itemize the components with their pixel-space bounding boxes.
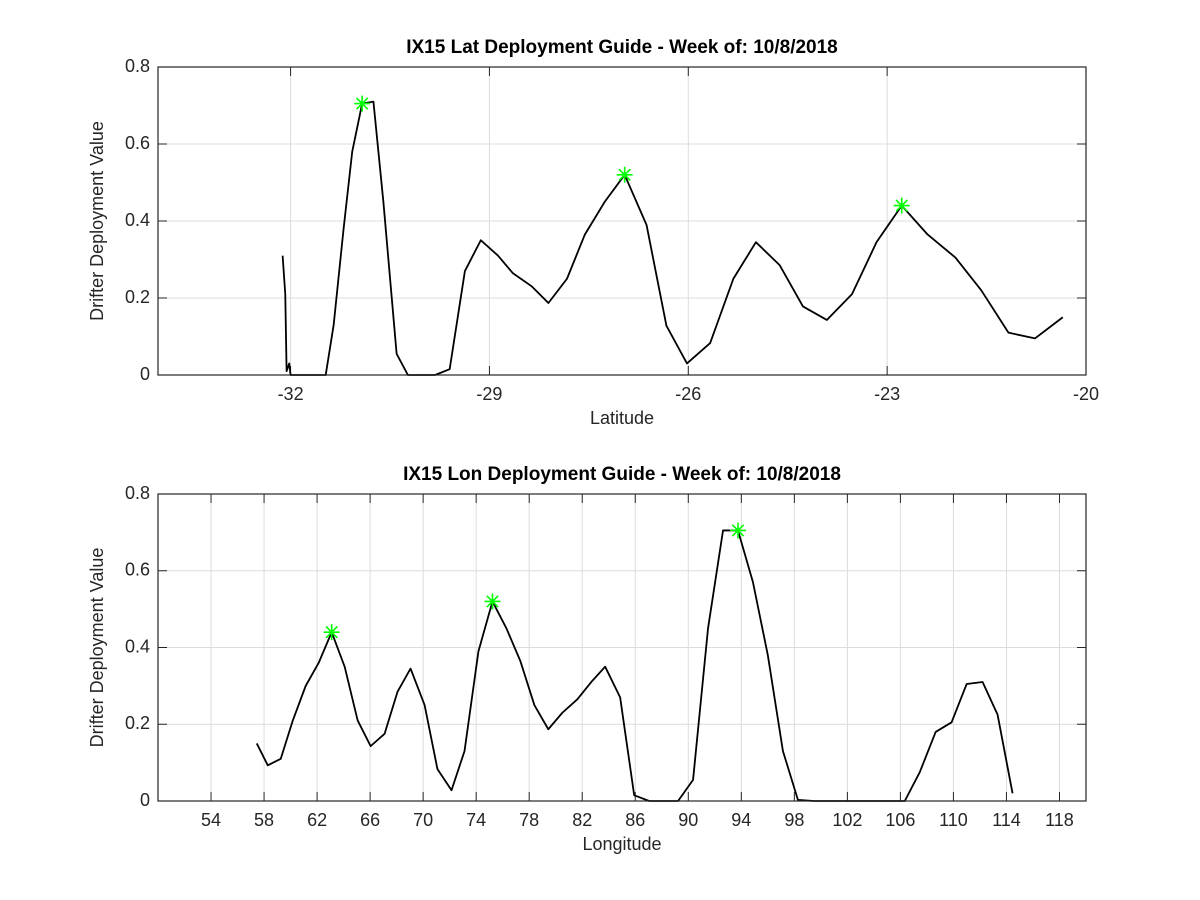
y-tick-label: 0.8 [125,483,150,503]
x-tick-label: -23 [874,384,900,404]
y-tick-label: 0.6 [125,133,150,153]
x-tick-label: 98 [784,810,804,830]
y-tick-label: 0.6 [125,560,150,580]
x-tick-label: 86 [625,810,645,830]
x-axis-label: Latitude [590,408,654,428]
y-tick-label: 0.2 [125,713,150,733]
axes-frame [157,66,1087,376]
x-tick-label: -32 [278,384,304,404]
y-tick-label: 0.2 [125,287,150,307]
axes: 54 58 62 66 70 74 78 82 86 90 94 98 102 106 110 114 118 0… [87,464,1087,854]
x-tick-label: 110 [939,810,968,830]
axes: -32 -29 -26 -23 -20 0 0.2 0.4 0.6 0.8 IX15 Lat Dep… [87,37,1099,428]
peak-marker [893,197,910,214]
y-axis-label: Drifter Deployment Value [87,548,107,748]
peak-marker [354,95,371,112]
peak-marker [484,593,501,610]
x-axis-label: Longitude [582,834,661,854]
x-tick-label: 82 [572,810,592,830]
x-tick-label: 90 [678,810,698,830]
x-tick-label: 54 [201,810,221,830]
x-tick-label: 94 [731,810,751,830]
data-line [281,100,1064,376]
x-tick-label: -20 [1073,384,1099,404]
x-tick-label: 62 [307,810,327,830]
peak-marker [616,166,633,183]
x-tick-label: 102 [832,810,862,830]
x-tick-label: 74 [466,810,486,830]
y-tick-label: 0.4 [125,210,150,230]
y-axis-label: Drifter Deployment Value [87,121,107,321]
x-tick-label: 106 [885,810,915,830]
y-tick-label: 0 [140,364,150,384]
peak-marker [323,624,340,641]
peak-marker [730,522,746,539]
axes-frame [157,493,1087,802]
x-tick-label: 70 [413,810,433,830]
x-tick-label: -29 [476,384,502,404]
chart-title: IX15 Lon Deployment Guide - Week of: 10/… [403,464,841,485]
y-tick-label: 0.8 [125,56,150,76]
x-tick-label: 114 [992,810,1021,830]
y-tick-label: 0 [140,790,150,810]
x-tick-label: -26 [675,384,701,404]
x-tick-label: 78 [519,810,539,830]
x-tick-label: 118 [1045,810,1074,830]
y-tick-label: 0.4 [125,636,150,656]
x-tick-label: 66 [360,810,380,830]
x-tick-label: 58 [254,810,274,830]
chart-title: IX15 Lat Deployment Guide - Week of: 10/… [406,37,838,58]
